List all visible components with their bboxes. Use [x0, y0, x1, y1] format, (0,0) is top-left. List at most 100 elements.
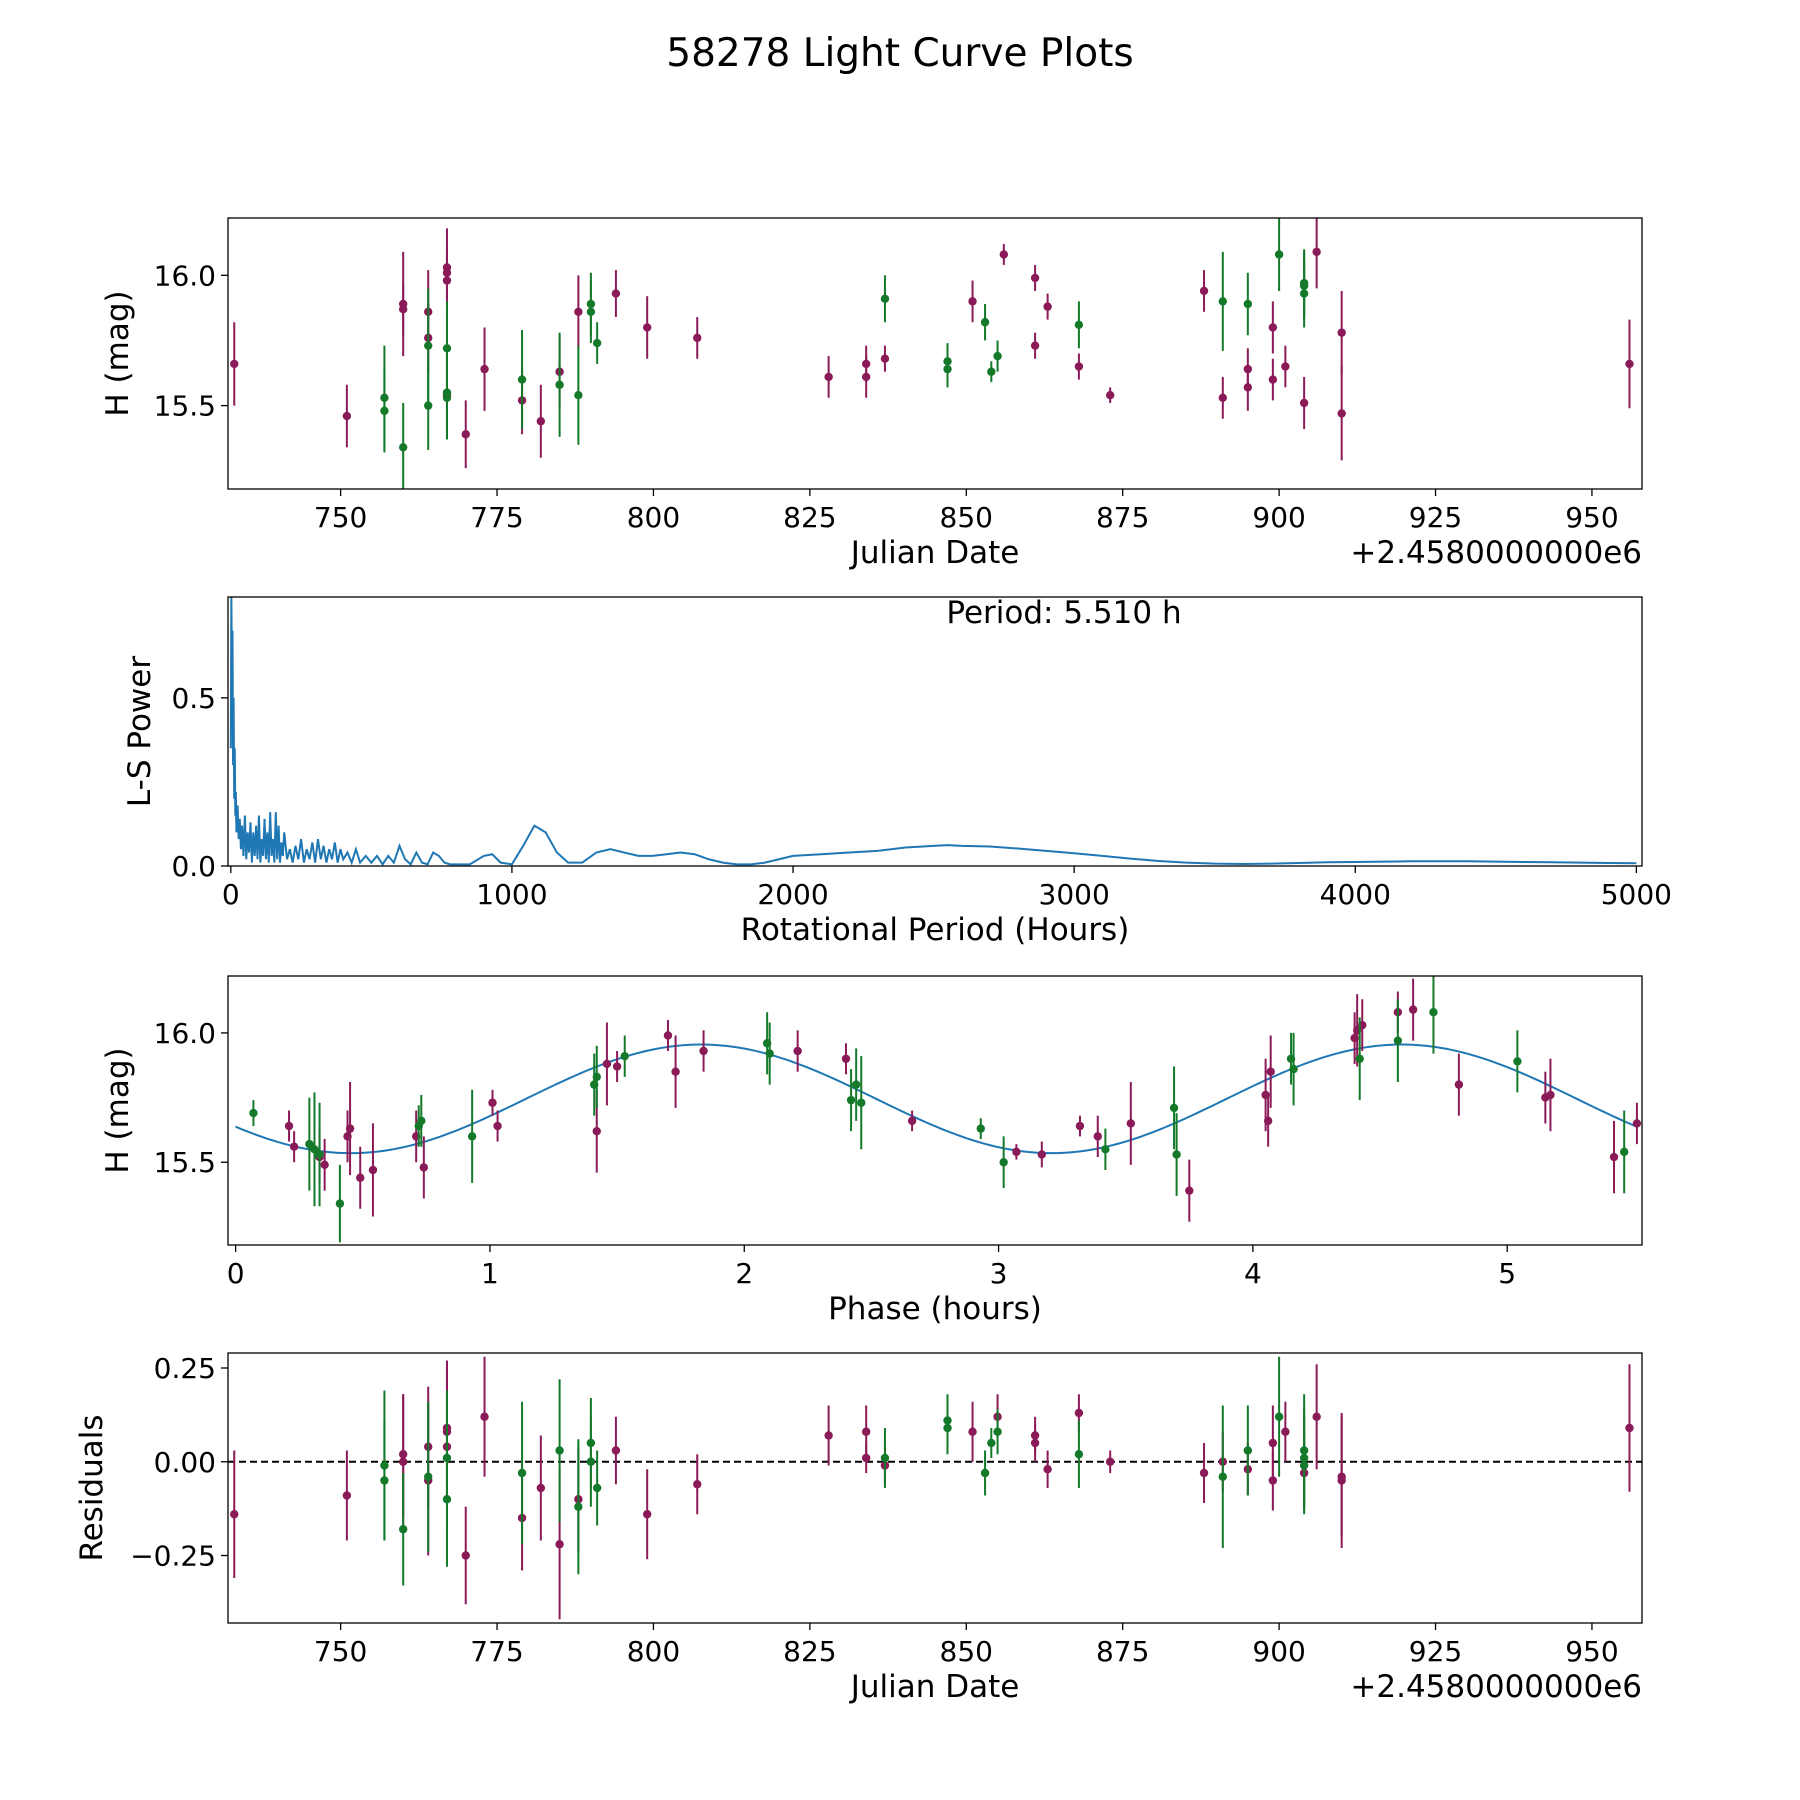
data-point	[424, 1472, 433, 1481]
data-point	[1268, 1476, 1278, 1485]
data-point	[1393, 1036, 1403, 1045]
x-tick-label: 875	[1096, 1635, 1149, 1668]
data-point	[1299, 398, 1309, 408]
x-tick-label: 925	[1409, 501, 1462, 534]
x-tick-label: 950	[1565, 501, 1618, 534]
x-tick-label: 2000	[757, 878, 828, 911]
data-point	[861, 1453, 871, 1463]
data-point	[1274, 1412, 1284, 1421]
data-point	[555, 1540, 564, 1549]
data-point	[230, 359, 239, 369]
axes-frame	[227, 217, 1643, 490]
y-axis-label: H (mag)	[100, 290, 136, 416]
data-point	[442, 1495, 452, 1504]
panel-ls: 0 1000 2000 3000 4000 5000 0.0 0.5 Rotational Pe…	[122, 595, 1672, 948]
data-point	[1043, 1465, 1052, 1474]
panel-resid: 750 775 800 825 850 875 900 925 950 0.25 0.00 −0.25…	[74, 1352, 1643, 1705]
data-point	[461, 430, 470, 439]
y-tick-label: 15.5	[154, 390, 216, 423]
data-point	[880, 354, 890, 363]
data-point	[320, 1160, 329, 1170]
data-point	[980, 1468, 990, 1478]
y-tick-label: 0.00	[154, 1446, 216, 1479]
data-point	[310, 1145, 319, 1154]
x-tick-label: 750	[314, 1635, 367, 1668]
series-band-2	[249, 976, 1629, 1243]
panel-phase: 0 1 2 3 4 5 15.5 16.0 Phase (hours) H (mag)	[100, 975, 1643, 1327]
data-point	[1030, 1438, 1040, 1448]
data-point	[999, 1158, 1008, 1167]
y-tick-label: 0.0	[171, 850, 216, 883]
data-point	[1043, 302, 1052, 311]
data-point	[1101, 1145, 1110, 1154]
data-point	[1429, 1008, 1438, 1017]
data-point	[1268, 1438, 1278, 1448]
data-point	[284, 1121, 294, 1131]
data-point	[1312, 247, 1321, 257]
data-point	[1266, 1067, 1275, 1076]
data-point	[976, 1124, 985, 1133]
data-point	[1030, 341, 1040, 350]
x-tick-label: 800	[627, 501, 680, 534]
data-point	[480, 364, 489, 374]
data-point	[824, 1431, 833, 1440]
data-point	[398, 1457, 408, 1466]
data-point	[1199, 1468, 1209, 1478]
data-point	[602, 1059, 612, 1069]
data-point	[586, 1457, 596, 1466]
data-point	[987, 367, 996, 376]
data-point	[592, 338, 602, 348]
data-point	[1030, 273, 1040, 283]
x-axis-label: Phase (hours)	[828, 1291, 1042, 1327]
x-tick-label: 900	[1252, 501, 1305, 534]
plot-area	[229, 597, 1637, 866]
y-axis-label: H (mag)	[100, 1047, 136, 1173]
axes-frame	[227, 596, 1643, 867]
data-point	[993, 1427, 1002, 1436]
data-point	[1546, 1090, 1555, 1100]
data-point	[536, 417, 546, 426]
x-tick-label: 850	[940, 501, 993, 534]
axes-frame	[227, 975, 1643, 1246]
series-band-2	[380, 1356, 1309, 1586]
data-point	[671, 1067, 680, 1076]
data-point	[424, 341, 433, 350]
figure-title: 58278 Light Curve Plots	[666, 31, 1133, 76]
data-point	[693, 1480, 702, 1489]
data-point	[943, 364, 952, 374]
x-tick-label: 2	[735, 1257, 753, 1290]
data-point	[480, 1412, 489, 1421]
data-point	[907, 1116, 917, 1126]
x-tick-label: 900	[1252, 1635, 1305, 1668]
data-point	[1218, 297, 1228, 306]
data-point	[1337, 328, 1346, 337]
x-tick-label: 775	[470, 1635, 523, 1668]
plot-area	[235, 976, 1642, 1243]
x-tick-label: 1	[481, 1257, 499, 1290]
data-point	[380, 406, 389, 416]
data-point	[1299, 289, 1309, 298]
data-point	[1355, 1054, 1364, 1063]
data-point	[1199, 286, 1209, 296]
data-point	[611, 1446, 621, 1455]
data-point	[1105, 390, 1115, 400]
y-tick-label: 16.0	[154, 1017, 216, 1050]
data-point	[968, 297, 977, 306]
x-tick-label: 3	[990, 1257, 1008, 1290]
data-point	[417, 1116, 426, 1126]
data-point	[1126, 1119, 1136, 1128]
data-point	[368, 1165, 378, 1175]
data-point	[574, 390, 583, 400]
data-point	[1619, 1147, 1629, 1157]
data-point	[424, 401, 433, 410]
data-point	[693, 333, 702, 343]
period-annotation: Period: 5.510 h	[946, 595, 1181, 631]
x-tick-label: 750	[314, 501, 367, 534]
data-point	[1337, 1476, 1346, 1485]
panel-lc: 750 775 800 825 850 875 900 925 950 15.5 16.0 Julia…	[100, 217, 1643, 571]
data-point	[1218, 393, 1228, 402]
panels: 750 775 800 825 850 875 900 925 950 15.5 16.0 Julia…	[74, 217, 1672, 1705]
data-point	[1632, 1119, 1642, 1128]
y-tick-label: 15.5	[154, 1146, 216, 1179]
